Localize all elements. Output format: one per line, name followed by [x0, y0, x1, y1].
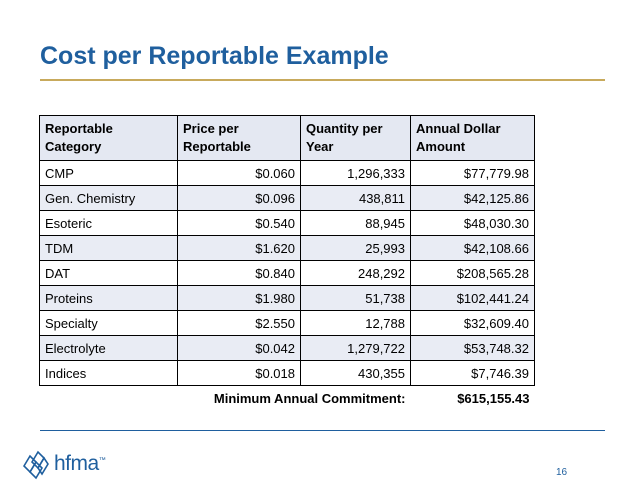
cost-table: Reportable Category Price per Reportable… [39, 115, 535, 410]
cell-amount: $102,441.24 [410, 285, 535, 311]
cell-category: CMP [39, 160, 178, 186]
cell-price: $1.980 [177, 285, 301, 311]
table-header-row: Reportable Category Price per Reportable… [39, 115, 535, 161]
cell-amount: $42,125.86 [410, 185, 535, 211]
cell-category: Esoteric [39, 210, 178, 236]
header-price: Price per Reportable [177, 115, 301, 161]
cell-amount: $42,108.66 [410, 235, 535, 261]
cell-category: Gen. Chemistry [39, 185, 178, 211]
title-divider [40, 79, 605, 81]
cell-quantity: 88,945 [300, 210, 411, 236]
footer-divider [40, 430, 605, 431]
table-row: Gen. Chemistry $0.096 438,811 $42,125.86 [39, 185, 535, 211]
table-row: Esoteric $0.540 88,945 $48,030.30 [39, 210, 535, 236]
cell-category: Indices [39, 360, 178, 386]
cell-category: Proteins [39, 285, 178, 311]
cell-price: $0.096 [177, 185, 301, 211]
table-row: Specialty $2.550 12,788 $32,609.40 [39, 310, 535, 336]
cell-amount: $77,779.98 [410, 160, 535, 186]
cell-quantity: 25,993 [300, 235, 411, 261]
cell-category: TDM [39, 235, 178, 261]
header-quantity: Quantity per Year [300, 115, 411, 161]
summary-row: Minimum Annual Commitment: $615,155.43 [39, 385, 535, 410]
table-row: Proteins $1.980 51,738 $102,441.24 [39, 285, 535, 311]
summary-label: Minimum Annual Commitment: [177, 385, 411, 410]
cell-category: Specialty [39, 310, 178, 336]
header-amount: Annual Dollar Amount [410, 115, 535, 161]
cell-category: DAT [39, 260, 178, 286]
cell-quantity: 51,738 [300, 285, 411, 311]
cell-quantity: 248,292 [300, 260, 411, 286]
cell-amount: $32,609.40 [410, 310, 535, 336]
cell-quantity: 12,788 [300, 310, 411, 336]
hfma-lattice-logo-icon [22, 450, 49, 480]
header-category: Reportable Category [39, 115, 178, 161]
table-row: DAT $0.840 248,292 $208,565.28 [39, 260, 535, 286]
cell-amount: $208,565.28 [410, 260, 535, 286]
cell-price: $1.620 [177, 235, 301, 261]
logo-wordmark: hfma™ [54, 452, 106, 475]
cell-price: $2.550 [177, 310, 301, 336]
cell-price: $0.840 [177, 260, 301, 286]
hfma-logo: hfma™ [20, 448, 106, 480]
table-row: TDM $1.620 25,993 $42,108.66 [39, 235, 535, 261]
cell-price: $0.060 [177, 160, 301, 186]
table-row: CMP $0.060 1,296,333 $77,779.98 [39, 160, 535, 186]
cell-price: $0.018 [177, 360, 301, 386]
cell-quantity: 1,296,333 [300, 160, 411, 186]
summary-value: $615,155.43 [410, 385, 535, 410]
cell-quantity: 430,355 [300, 360, 411, 386]
table-row: Electrolyte $0.042 1,279,722 $53,748.32 [39, 335, 535, 361]
cell-quantity: 438,811 [300, 185, 411, 211]
summary-spacer [39, 385, 178, 410]
cell-amount: $53,748.32 [410, 335, 535, 361]
cell-price: $0.540 [177, 210, 301, 236]
page-number: 16 [556, 467, 568, 478]
cell-quantity: 1,279,722 [300, 335, 411, 361]
cell-category: Electrolyte [39, 335, 178, 361]
slide-title: Cost per Reportable Example [40, 42, 389, 70]
cell-amount: $48,030.30 [410, 210, 535, 236]
table-row: Indices $0.018 430,355 $7,746.39 [39, 360, 535, 386]
cell-price: $0.042 [177, 335, 301, 361]
cell-amount: $7,746.39 [410, 360, 535, 386]
